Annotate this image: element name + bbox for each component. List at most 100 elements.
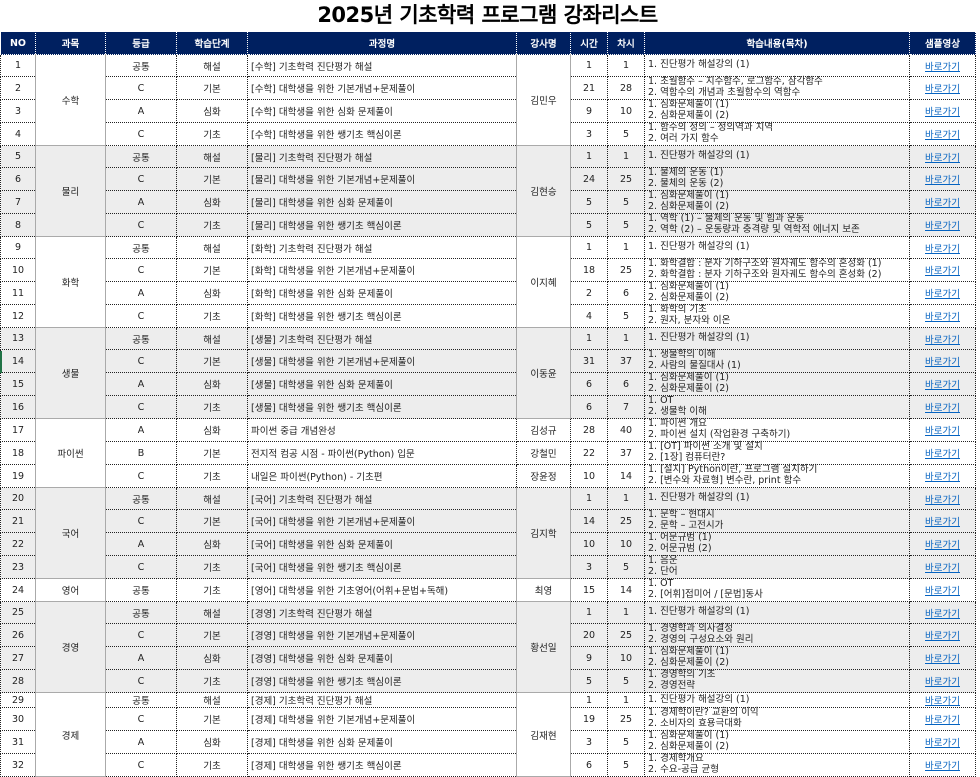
cell-no[interactable]: 23 [0, 555, 36, 579]
cell-sessions[interactable]: 14 [607, 464, 645, 488]
cell-stage[interactable]: 기본 [176, 167, 248, 191]
cell-course[interactable]: [생물] 대학생을 위한 기본개념+문제풀이 [247, 349, 517, 373]
sample-video-link[interactable]: 바로가기 [925, 221, 960, 232]
cell-contents[interactable]: 1. 음운 2. 단어 [644, 555, 910, 579]
cell-contents[interactable]: 1. 생물학의 이해 2. 사람의 물질대사 (1) [644, 349, 910, 373]
cell-sessions[interactable]: 5 [607, 753, 645, 777]
cell-hours[interactable]: 3 [570, 555, 608, 579]
cell-course[interactable]: [경제] 대학생을 위한 심화 문제풀이 [247, 730, 517, 754]
cell-instructor[interactable]: 이동윤 [516, 327, 571, 419]
cell-contents[interactable]: 1. 심화문제풀이 (1) 2. 심화문제풀이 (2) [644, 281, 910, 305]
cell-subject[interactable]: 생물 [35, 327, 106, 419]
cell-course[interactable]: [수학] 대학생을 위한 심화 문제풀이 [247, 99, 517, 123]
cell-instructor[interactable]: 최영 [516, 578, 571, 602]
cell-contents[interactable]: 1. OT 2. 생물학 이해 [644, 395, 910, 419]
cell-no[interactable]: 4 [0, 122, 36, 146]
cell-hours[interactable]: 1 [570, 145, 608, 168]
cell-stage[interactable]: 해설 [176, 601, 248, 624]
sample-video-link[interactable]: 바로가기 [925, 152, 960, 164]
cell-grade[interactable]: 공통 [105, 487, 177, 510]
cell-grade[interactable]: 공통 [105, 692, 177, 708]
cell-sessions[interactable]: 40 [607, 418, 645, 442]
cell-hours[interactable]: 2 [570, 281, 608, 305]
sample-video-link[interactable]: 바로가기 [925, 175, 960, 186]
sample-video-link[interactable]: 바로가기 [925, 586, 960, 597]
cell-sessions[interactable]: 1 [607, 601, 645, 624]
cell-hours[interactable]: 15 [570, 578, 608, 602]
cell-sessions[interactable]: 5 [607, 122, 645, 146]
cell-grade[interactable]: 공통 [105, 601, 177, 624]
cell-no[interactable]: 3 [0, 99, 36, 123]
cell-stage[interactable]: 기초 [176, 555, 248, 579]
sample-video-link[interactable]: 바로가기 [925, 654, 960, 665]
cell-stage[interactable]: 심화 [176, 532, 248, 556]
cell-grade[interactable]: A [105, 730, 177, 754]
sample-video-link[interactable]: 바로가기 [925, 380, 960, 391]
cell-stage[interactable]: 해설 [176, 236, 248, 259]
cell-course[interactable]: [화학] 대학생을 위한 심화 문제풀이 [247, 281, 517, 305]
cell-stage[interactable]: 기본 [176, 623, 248, 647]
cell-no[interactable]: 32 [0, 753, 36, 777]
cell-stage[interactable]: 기본 [176, 441, 248, 465]
cell-contents[interactable]: 1. 진단평가 해설강의 (1) [644, 236, 910, 259]
cell-course[interactable]: [경영] 대학생을 위한 심화 문제풀이 [247, 646, 517, 670]
cell-hours[interactable]: 1 [570, 692, 608, 708]
cell-course[interactable]: [경제] 대학생을 위한 쌩기초 핵심이론 [247, 753, 517, 777]
cell-no[interactable]: 19 [0, 464, 36, 488]
cell-course[interactable]: [국어] 대학생을 위한 쌩기초 핵심이론 [247, 555, 517, 579]
cell-course[interactable]: [물리] 기초학력 진단평가 해설 [247, 145, 517, 168]
cell-no[interactable]: 9 [0, 236, 36, 259]
cell-no[interactable]: 16 [0, 395, 36, 419]
cell-contents[interactable]: 1. OT 2. [어휘]접미어 / [문법]동사 [644, 578, 910, 602]
cell-contents[interactable]: 1. 초월함수 – 지수함수, 로그함수, 삼각함수 2. 역함수의 개념과 초월… [644, 76, 910, 100]
cell-contents[interactable]: 1. 진단평가 해설강의 (1) [644, 327, 910, 350]
cell-instructor[interactable]: 김재현 [516, 692, 571, 777]
sample-video-link[interactable]: 바로가기 [925, 696, 960, 707]
cell-sessions[interactable]: 5 [607, 555, 645, 579]
sample-video-link[interactable]: 바로가기 [925, 608, 960, 620]
cell-instructor[interactable]: 이지혜 [516, 236, 571, 328]
cell-contents[interactable]: 1. 진단평가 해설강의 (1) [644, 487, 910, 510]
cell-hours[interactable]: 21 [570, 76, 608, 100]
cell-sessions[interactable]: 10 [607, 99, 645, 123]
cell-instructor[interactable]: 황선일 [516, 601, 571, 693]
cell-contents[interactable]: 1. 문학 – 현대시 2. 문학 – 고전시가 [644, 509, 910, 533]
cell-subject[interactable]: 물리 [35, 145, 106, 237]
cell-no[interactable]: 1 [0, 54, 36, 77]
cell-no[interactable]: 28 [0, 669, 36, 693]
cell-no[interactable]: 15 [0, 372, 36, 396]
cell-sessions[interactable]: 5 [607, 190, 645, 214]
cell-sessions[interactable]: 7 [607, 395, 645, 419]
cell-course[interactable]: [국어] 대학생을 위한 기본개념+문제풀이 [247, 509, 517, 533]
cell-course[interactable]: [수학] 대학생을 위한 기본개념+문제풀이 [247, 76, 517, 100]
sample-video-link[interactable]: 바로가기 [925, 357, 960, 368]
cell-contents[interactable]: 1. 심화문제풀이 (1) 2. 심화문제풀이 (2) [644, 646, 910, 670]
cell-grade[interactable]: A [105, 281, 177, 305]
cell-contents[interactable]: 1. 역학 (1) – 물체의 운동 및 힘과 운동 2. 역학 (2) – 운동… [644, 213, 910, 237]
cell-hours[interactable]: 1 [570, 236, 608, 259]
header-contents[interactable]: 학습내용(목차) [644, 31, 910, 55]
cell-no[interactable]: 22 [0, 532, 36, 556]
cell-course[interactable]: 내일은 파이썬(Python) - 기초편 [247, 464, 517, 488]
cell-sessions[interactable]: 5 [607, 730, 645, 754]
cell-subject[interactable]: 영어 [35, 578, 106, 602]
cell-sessions[interactable]: 25 [607, 167, 645, 191]
cell-stage[interactable]: 기본 [176, 349, 248, 373]
cell-contents[interactable]: 1. 진단평가 해설강의 (1) [644, 601, 910, 624]
header-no[interactable]: NO [0, 31, 36, 55]
header-sample-video[interactable]: 샘플영상 [909, 31, 976, 55]
cell-hours[interactable]: 20 [570, 623, 608, 647]
cell-contents[interactable]: 1. 경영학의 기초 2. 경영전략 [644, 669, 910, 693]
cell-stage[interactable]: 기본 [176, 258, 248, 282]
cell-no[interactable]: 25 [0, 601, 36, 624]
cell-contents[interactable]: 1. 함수의 정의 – 정의역과 치역 2. 여러 가지 함수 [644, 122, 910, 146]
cell-course[interactable]: [물리] 대학생을 위한 기본개념+문제풀이 [247, 167, 517, 191]
cell-course[interactable]: [국어] 기초학력 진단평가 해설 [247, 487, 517, 510]
sample-video-link[interactable]: 바로가기 [925, 494, 960, 506]
cell-contents[interactable]: 1. 진단평가 해설강의 (1) [644, 54, 910, 77]
sample-video-link[interactable]: 바로가기 [925, 715, 960, 726]
cell-contents[interactable]: 1. 파이썬 개요 2. 파이썬 설치 (작업환경 구축하기) [644, 418, 910, 442]
cell-instructor[interactable]: 김현승 [516, 145, 571, 237]
sample-video-link[interactable]: 바로가기 [925, 426, 960, 437]
cell-course[interactable]: [물리] 대학생을 위한 심화 문제풀이 [247, 190, 517, 214]
